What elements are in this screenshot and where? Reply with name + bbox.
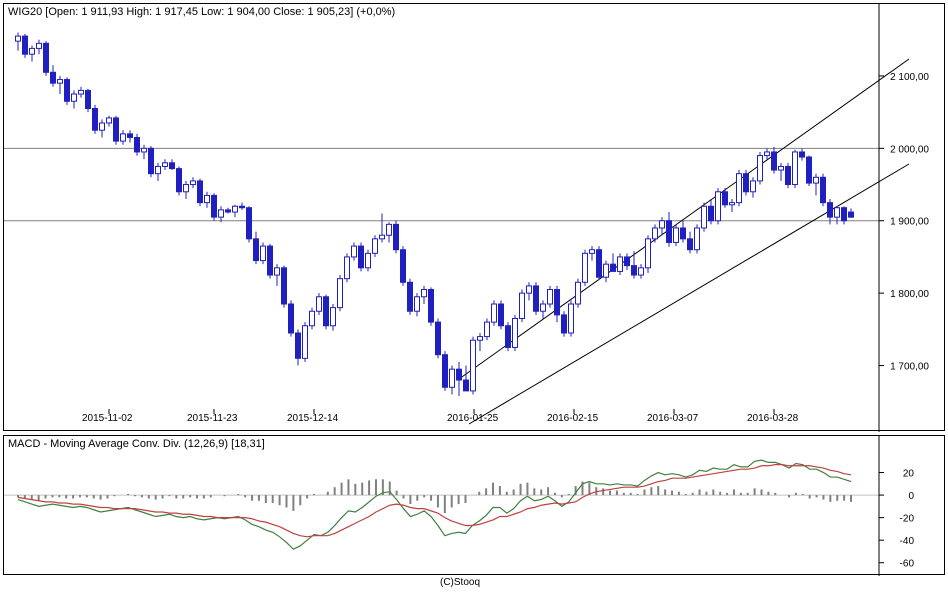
x-tick-label: 2015-12-14 [287,413,338,424]
macd-chart-container: MACD - Moving Average Conv. Div. (12,26,… [3,435,945,575]
macd-chart-svg: -60 -40 -20 0 20 [4,436,946,576]
svg-text:1 700,00: 1 700,00 [890,362,929,373]
x-tick-label: 2016-01-25 [447,413,498,424]
svg-text:2 100,00: 2 100,00 [890,72,929,83]
svg-text:-60: -60 [900,559,915,570]
x-tick-label: 2016-02-15 [547,413,598,424]
svg-text:1 800,00: 1 800,00 [890,289,929,300]
x-tick-label: 2015-11-02 [82,413,132,424]
svg-text:-40: -40 [900,536,915,547]
svg-text:0: 0 [908,491,914,502]
x-tick-label: 2016-03-28 [747,413,798,424]
copyright-text: (C)Stooq [440,577,480,588]
svg-text:2 000,00: 2 000,00 [890,144,929,155]
x-tick-label: 2016-03-07 [647,413,698,424]
svg-text:-20: -20 [900,514,915,525]
price-chart-container: WIG20 [Open: 1 911,93 High: 1 917,45 Low… [3,3,945,431]
x-tick-label: 2015-11-23 [187,413,237,424]
price-chart-svg: 1 700,00 1 800,00 1 900,00 2 000,00 2 100,00 [4,4,946,432]
svg-text:1 900,00: 1 900,00 [890,217,929,228]
svg-text:20: 20 [903,469,915,480]
